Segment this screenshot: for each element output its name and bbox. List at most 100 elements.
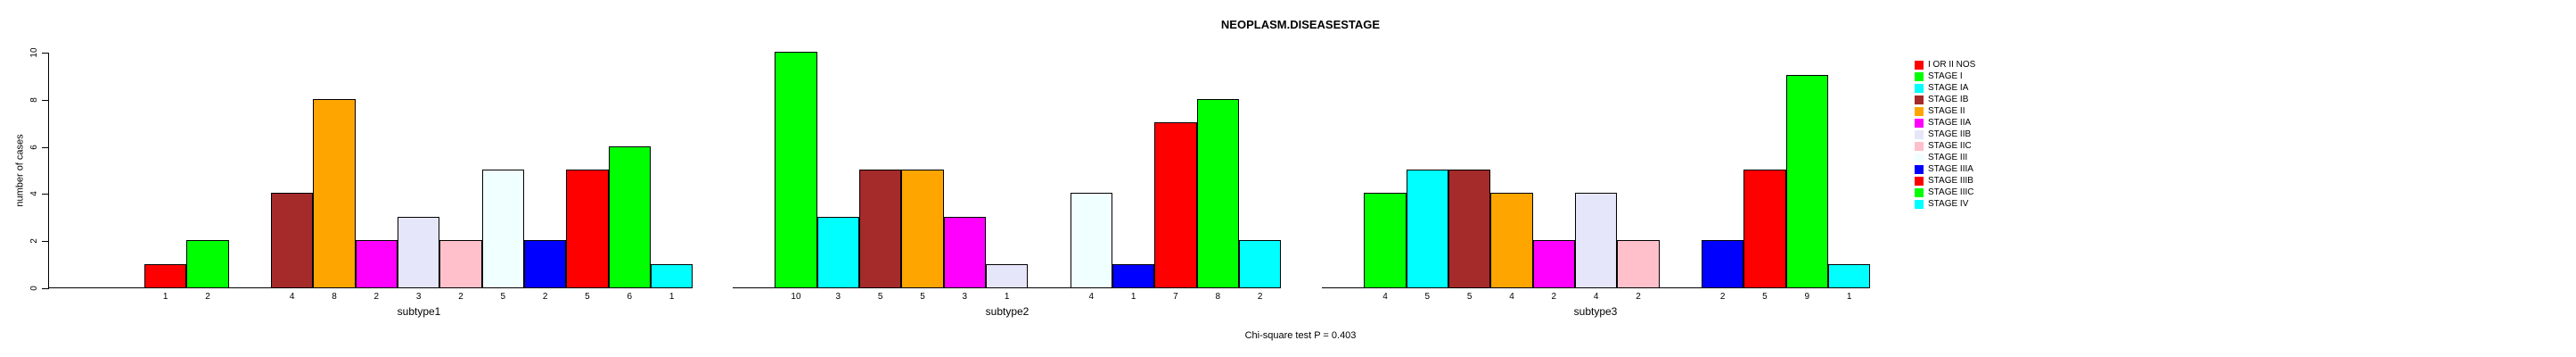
legend-swatch	[1915, 141, 1924, 151]
bar-subtype1-stage-iib	[397, 216, 440, 288]
y-tick	[42, 241, 48, 243]
legend-swatch	[1915, 129, 1924, 139]
x-axis-label: subtype1	[397, 305, 441, 318]
bar-subtype3-stage-ia	[1406, 170, 1448, 288]
bar-subtype2-stage-iiic	[1196, 98, 1239, 288]
bar-subtype3-stage-iia	[1532, 240, 1575, 288]
bar-subtype2-stage-iia	[943, 216, 986, 288]
bar-value-label: 6	[627, 292, 633, 302]
bar-value-label: 1	[162, 292, 168, 302]
bar-value-label: 4	[1593, 292, 1599, 302]
y-axis-label: number of cases	[14, 134, 26, 207]
bar-value-label: 5	[500, 292, 506, 302]
y-tick-label: 10	[29, 47, 39, 58]
legend-label: STAGE IIIC	[1928, 187, 1974, 197]
y-tick	[42, 53, 48, 54]
bar-subtype1-stage-iia	[355, 240, 398, 288]
legend-label: STAGE IB	[1928, 94, 1969, 104]
y-tick-label: 4	[29, 191, 39, 197]
bar-value-label: 5	[1424, 292, 1431, 302]
bar-value-label: 2	[1719, 292, 1726, 302]
bar-subtype2-stage-iib	[985, 263, 1029, 288]
bar-value-label: 2	[1257, 292, 1263, 302]
legend-item: STAGE IV	[1915, 198, 1975, 210]
bar-value-label: 1	[1004, 292, 1010, 302]
legend-item: STAGE III	[1915, 152, 1975, 163]
legend-label: STAGE IIC	[1928, 140, 1972, 151]
y-axis-line	[48, 53, 49, 289]
legend-item: STAGE II	[1915, 105, 1975, 117]
legend-swatch	[1915, 95, 1924, 104]
legend-item: STAGE IIC	[1915, 140, 1975, 152]
bar-value-label: 9	[1804, 292, 1810, 302]
legend-item: STAGE IIB	[1915, 129, 1975, 140]
y-tick	[42, 288, 48, 289]
legend-label: STAGE IIIA	[1928, 163, 1973, 174]
bar-subtype1-stage-iiia	[523, 240, 567, 288]
bar-subtype1-stage-iiic	[608, 145, 651, 288]
y-tick	[42, 146, 48, 148]
bar-value-label: 2	[1551, 292, 1557, 302]
legend-label: I OR II NOS	[1928, 59, 1976, 70]
bar-subtype3-stage-iv	[1827, 263, 1871, 288]
bar-value-label: 3	[835, 292, 841, 302]
legend-swatch	[1915, 199, 1924, 209]
bar-value-label: 2	[458, 292, 464, 302]
bar-subtype2-stage-iii	[1070, 193, 1112, 288]
bar-value-label: 8	[332, 292, 337, 302]
y-tick-label: 0	[29, 286, 39, 291]
legend-item: STAGE IIIB	[1915, 175, 1975, 187]
y-tick	[42, 194, 48, 195]
bar-value-label: 7	[1173, 292, 1178, 302]
bar-subtype3-stage-iic	[1617, 240, 1660, 288]
bar-value-label: 1	[1130, 292, 1136, 302]
legend-item: I OR II NOS	[1915, 59, 1975, 71]
legend-label: STAGE IIIB	[1928, 175, 1973, 186]
bar-value-label: 8	[1215, 292, 1221, 302]
bar-subtype2-stage-iv	[1238, 240, 1282, 288]
y-tick	[42, 99, 48, 101]
legend-label: STAGE IIB	[1928, 129, 1972, 139]
bar-value-label: 3	[962, 292, 968, 302]
bar-subtype3-stage-iiib	[1743, 170, 1786, 288]
bar-subtype3-stage-iiia	[1701, 240, 1744, 288]
bar-subtype3-stage-ib	[1448, 170, 1491, 288]
bar-subtype3-stage-iiic	[1785, 75, 1828, 288]
bar-subtype1-i-or-ii-nos	[144, 263, 187, 288]
x-axis-label: subtype3	[1573, 305, 1618, 318]
bar-subtype3-stage-i	[1364, 193, 1407, 288]
legend-item: STAGE IA	[1915, 82, 1975, 94]
legend-label: STAGE II	[1928, 105, 1965, 116]
bar-subtype1-stage-iic	[439, 240, 482, 288]
legend-swatch	[1915, 71, 1924, 81]
bar-value-label: 4	[289, 292, 295, 302]
legend-label: STAGE IA	[1928, 82, 1969, 93]
chart-footnote: Chi-square test P = 0.403	[1244, 330, 1357, 341]
bar-subtype3-stage-ii	[1490, 193, 1533, 288]
bar-value-label: 2	[542, 292, 548, 302]
bar-subtype2-stage-iiia	[1112, 263, 1155, 288]
bar-value-label: 2	[205, 292, 210, 302]
bar-subtype2-stage-ii	[901, 170, 944, 288]
legend-swatch	[1915, 153, 1924, 162]
bar-value-label: 5	[1762, 292, 1768, 302]
bar-subtype1-stage-ii	[313, 98, 356, 288]
bar-value-label: 5	[877, 292, 883, 302]
bar-value-label: 4	[1509, 292, 1514, 302]
bar-value-label: 1	[1846, 292, 1852, 302]
bar-value-label: 5	[585, 292, 590, 302]
legend-swatch	[1915, 176, 1924, 186]
legend-swatch	[1915, 83, 1924, 93]
legend-item: STAGE IIIC	[1915, 187, 1975, 198]
bar-value-label: 2	[373, 292, 380, 302]
y-tick-label: 8	[29, 97, 39, 103]
legend-item: STAGE I	[1915, 71, 1975, 82]
y-tick-label: 6	[29, 144, 39, 150]
bar-subtype1-stage-i	[186, 240, 229, 288]
legend: I OR II NOS STAGE I STAGE IA STAGE IB STAGE …	[1915, 59, 1975, 210]
legend-item: STAGE IIIA	[1915, 163, 1975, 175]
bar-subtype2-stage-iiib	[1154, 122, 1197, 288]
legend-swatch	[1915, 164, 1924, 174]
bar-subtype1-stage-iii	[481, 170, 524, 288]
bar-value-label: 1	[669, 292, 675, 302]
